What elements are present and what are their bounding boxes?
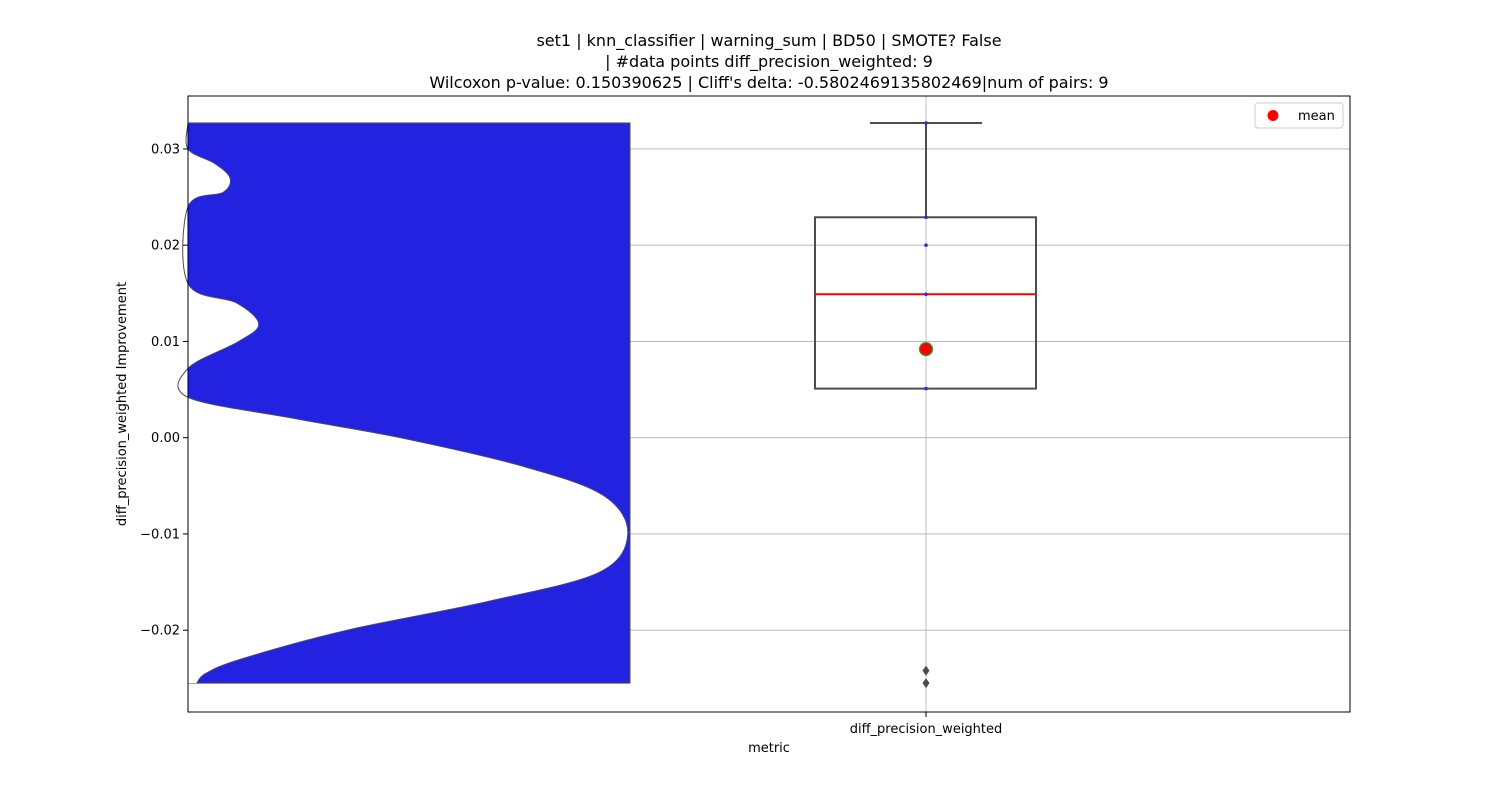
data-point-1 [924, 215, 928, 220]
chart-title-line-1: set1 | knn_classifier | warning_sum | BD… [536, 31, 1001, 51]
x-axis-label: metric [748, 741, 790, 756]
y-tick-label-0: −0.02 [140, 624, 180, 639]
y-tick-label-2: 0.00 [151, 431, 180, 446]
violin [177, 122, 631, 684]
chart-title-line-2: | #data points diff_precision_weighted: … [605, 52, 933, 72]
mean-marker [918, 342, 934, 357]
y-axis-ticks: −0.02 −0.01 0.00 0.01 0.02 0.03 [140, 142, 188, 639]
outlier-1 [922, 678, 930, 689]
data-point-2 [924, 243, 928, 247]
x-axis-ticks: diff_precision_weighted [850, 712, 1003, 737]
data-point-4 [924, 386, 928, 391]
violin-cutout [177, 122, 628, 684]
y-tick-label-1: −0.01 [140, 527, 180, 542]
y-tick-label-5: 0.03 [151, 142, 180, 157]
data-point-3 [924, 292, 928, 297]
legend-mean-label: mean [1298, 109, 1335, 124]
y-tick-label-4: 0.02 [151, 239, 180, 254]
data-points [918, 121, 934, 689]
y-axis-label: diff_precision_weighted Improvement [115, 282, 130, 526]
data-point-0 [924, 121, 928, 125]
legend-mean-marker [1267, 110, 1279, 121]
y-tick-label-3: 0.01 [151, 335, 180, 350]
legend-box [1254, 102, 1344, 129]
outlier-0 [922, 665, 930, 676]
chart-title-line-3: Wilcoxon p-value: 0.150390625 | Cliff's … [429, 73, 1108, 92]
violin-outline [177, 122, 629, 684]
legend: mean [1254, 102, 1344, 129]
plot-frame [187, 95, 1351, 713]
x-tick-label: diff_precision_weighted [850, 722, 1003, 737]
